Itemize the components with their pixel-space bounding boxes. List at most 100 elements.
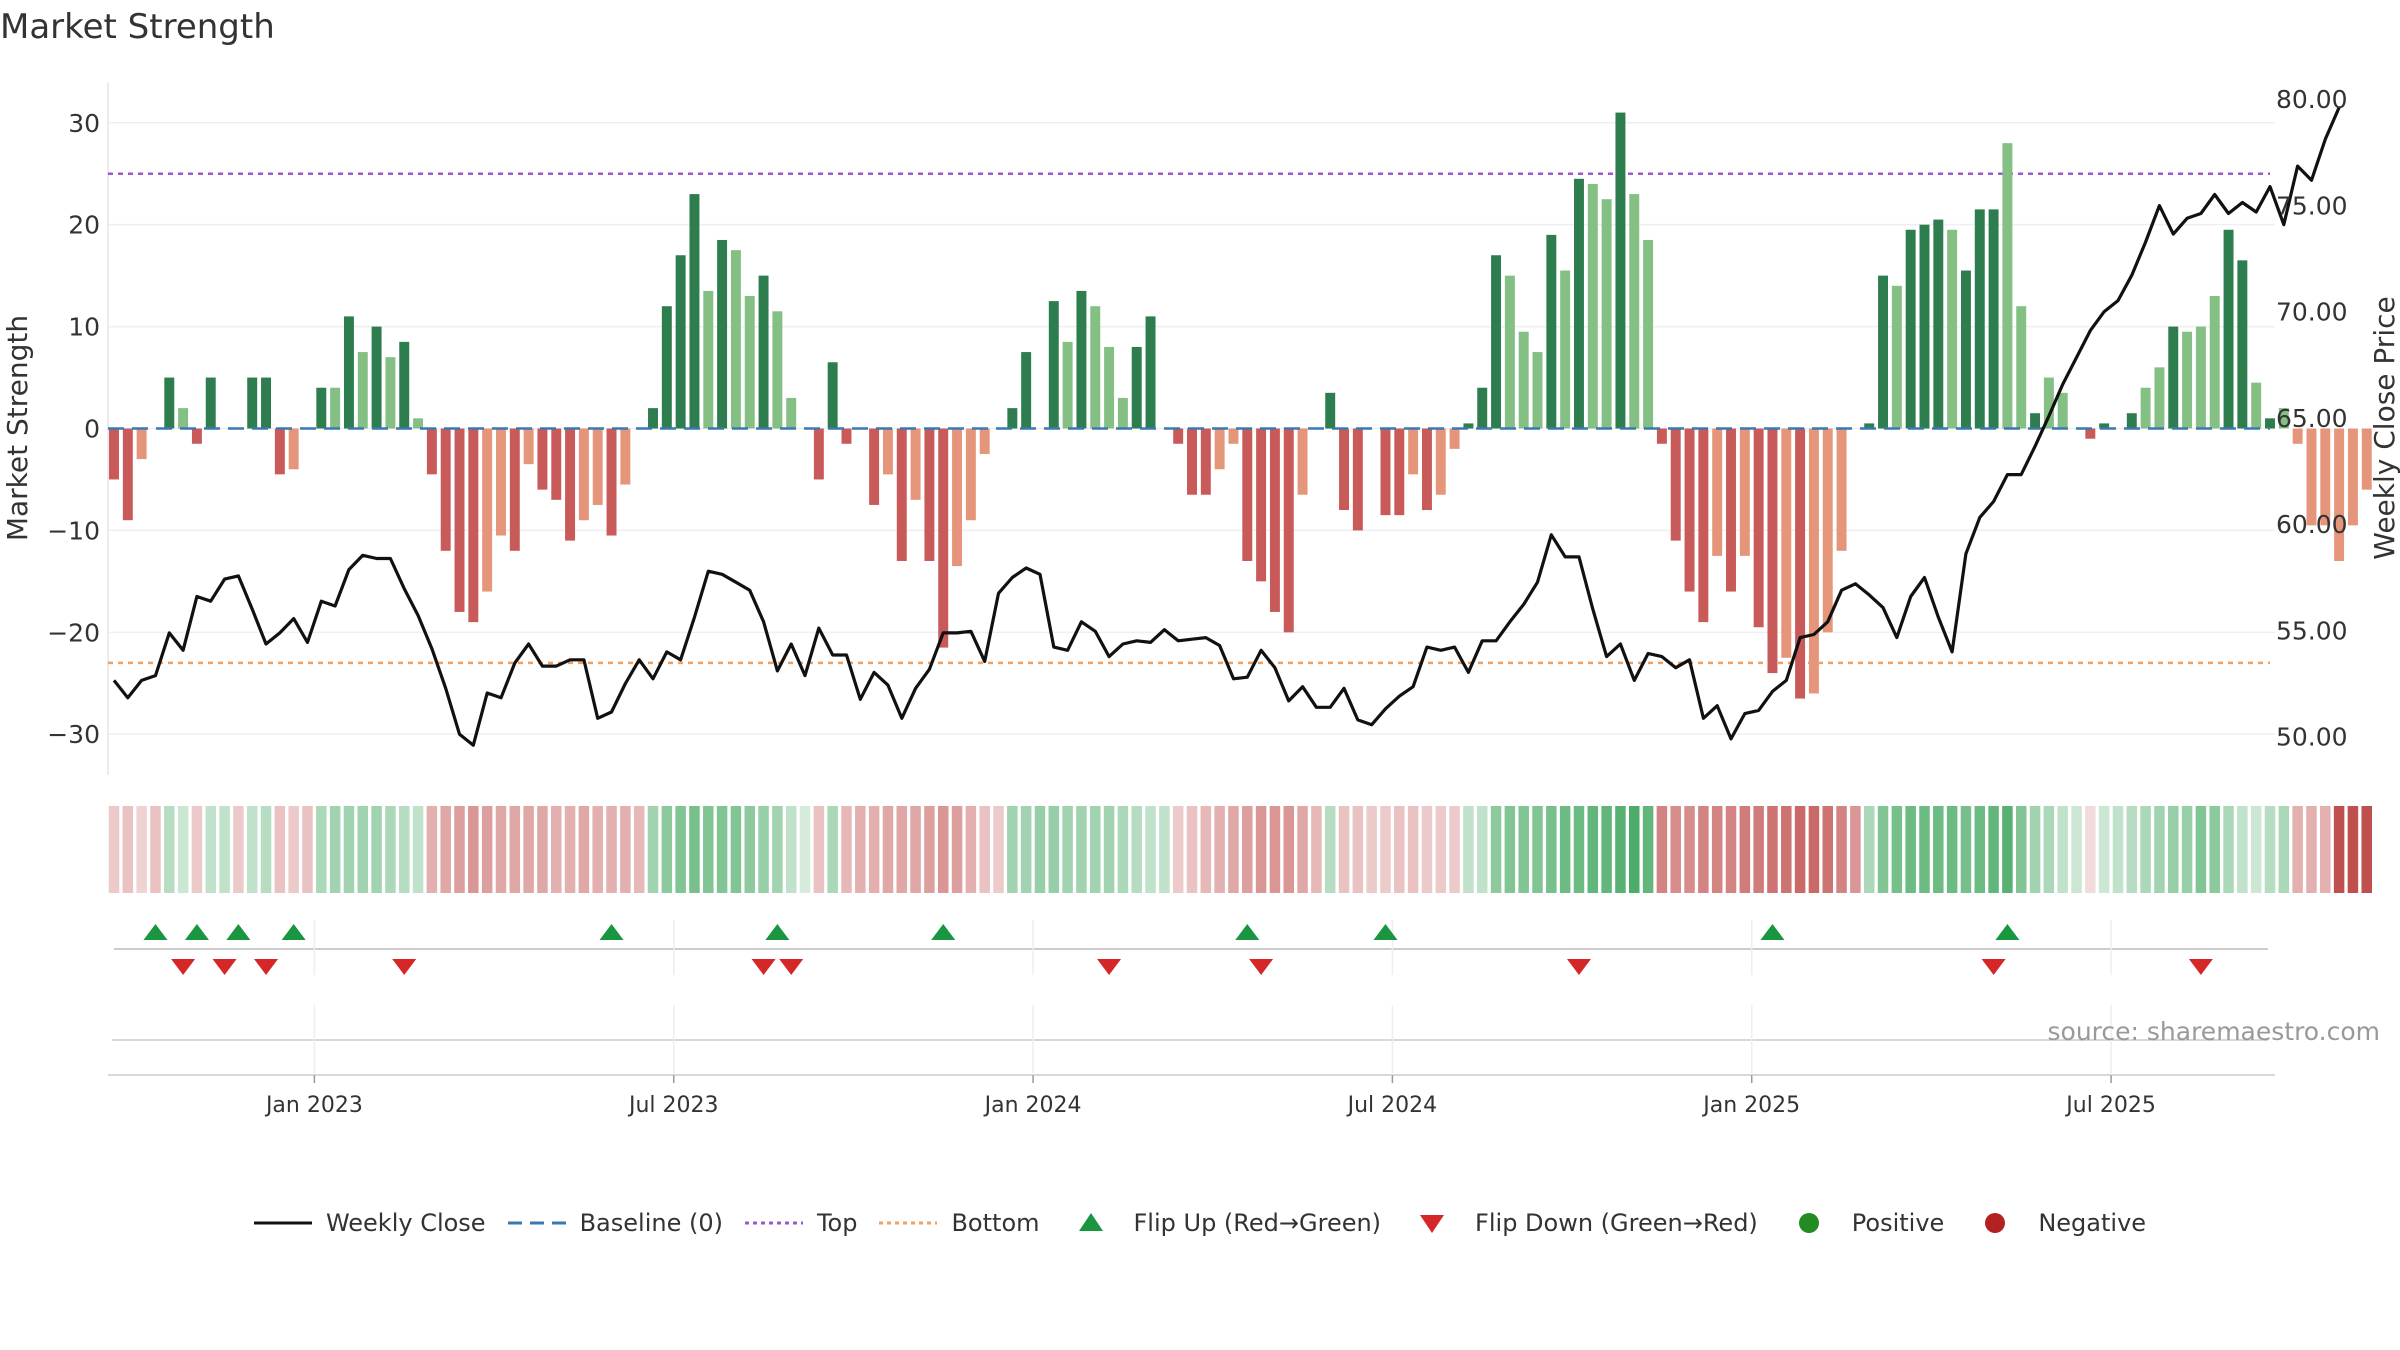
heat-cell [1490,806,1502,893]
strength-bar [1643,239,1654,429]
heat-cell [2098,806,2110,893]
strength-bar [2306,428,2317,526]
reference-lines [108,172,2270,665]
heat-cell [2195,806,2207,893]
strength-bar [1421,428,1432,511]
heat-cell [426,806,438,893]
heat-cell [1048,806,1060,893]
strength-bar [136,428,147,460]
strength-bar [371,326,382,429]
strength-bar [288,428,299,470]
strength-bar [191,428,202,444]
legend-label: Baseline (0) [579,1209,723,1237]
x-tick-label: Jan 2024 [983,1093,1082,1118]
heat-cell [2292,806,2303,893]
strength-bar [537,428,548,490]
strength-bar [661,306,672,429]
x-tick-label: Jul 2023 [627,1093,719,1118]
strength-bar [2057,392,2068,429]
strength-bar [952,428,963,567]
strength-bar [2085,428,2096,439]
heat-cell [1214,806,1225,893]
right-tick-label: 80.00 [2276,85,2348,114]
heat-cell [1007,806,1018,893]
flip-up-marker [1760,924,1785,940]
heat-cell [2361,806,2372,893]
heat-cell [2126,806,2138,893]
triangle-down-icon [1403,1211,1461,1235]
heat-cell [592,806,603,893]
left-tick-label: 20 [68,211,100,240]
strength-bar [2251,382,2262,429]
heat-cell [1034,806,1046,893]
strength-bar [827,362,838,429]
heat-cell [2071,806,2082,893]
heat-cell [2002,806,2013,893]
heat-cell [1753,806,1764,893]
heat-cell [1933,806,1944,893]
heat-cell [412,806,424,893]
heat-cell [371,806,382,893]
legend-label: Flip Down (Green→Red) [1475,1209,1758,1237]
strength-bar [924,428,935,561]
heat-cell [343,806,355,893]
heat-cell [2209,806,2220,893]
strength-bar [164,377,175,429]
strength-bar [1117,397,1128,429]
strength-bar [316,387,327,429]
strength-bar [385,357,396,429]
heat-cell [454,806,465,893]
strength-bar [523,428,534,465]
chart-title: Market Strength [0,7,275,47]
heat-cell [122,806,134,893]
strength-bar [744,296,755,429]
heat-cell [1172,806,1184,893]
strength-bar [1878,275,1889,429]
top-swatch [744,1211,803,1235]
strength-bar [841,428,852,444]
strength-bar [730,250,741,429]
flip-down-marker [779,959,804,975]
heat-cell [703,806,714,893]
heat-cell [1656,806,1668,893]
heat-cell [758,806,769,893]
heat-cell [1103,806,1115,893]
heat-cell [1670,806,1681,893]
heat-cell [1186,806,1198,893]
legend-label: Bottom [951,1209,1040,1237]
heat-cell [219,806,230,893]
heat-cell [951,806,963,893]
heat-cell [2181,806,2193,893]
heat-cell [1836,806,1847,893]
heat-cell [744,806,755,893]
legend-label: Top [816,1209,858,1237]
right-tick-label: 50.00 [2276,723,2348,752]
heat-cell [191,806,203,893]
strength-bar [1463,423,1474,429]
legend-flip-up: Flip Up (Red→Green) [1062,1209,1381,1237]
strength-bar [1767,428,1778,674]
strength-bar [2043,377,2054,429]
flip-up-marker [1373,924,1398,940]
strength-bar [703,290,714,429]
strength-bar [1076,290,1087,429]
heat-cell [440,806,451,893]
heat-cell [2140,806,2151,893]
heat-cell [246,806,258,893]
strength-bar [2320,428,2331,526]
heat-cell [1435,806,1447,893]
strength-bar [509,428,520,551]
strength-bar [426,428,437,475]
heat-cell [882,806,894,893]
strength-bar [1325,392,1336,429]
x-axis-ticks: Jan 2023 Jul 2023 Jan 2024 Jul 2024 Jan 2025… [264,1075,2156,1118]
strength-bar [1822,428,1833,633]
strength-bar [330,387,341,429]
strength-bar [1532,352,1543,429]
strength-bar [1864,423,1875,429]
heat-cell [799,806,811,893]
heat-cell [813,806,825,893]
heat-cell [1698,806,1709,893]
strength-bar [1131,346,1142,429]
strength-bar [1339,428,1350,511]
